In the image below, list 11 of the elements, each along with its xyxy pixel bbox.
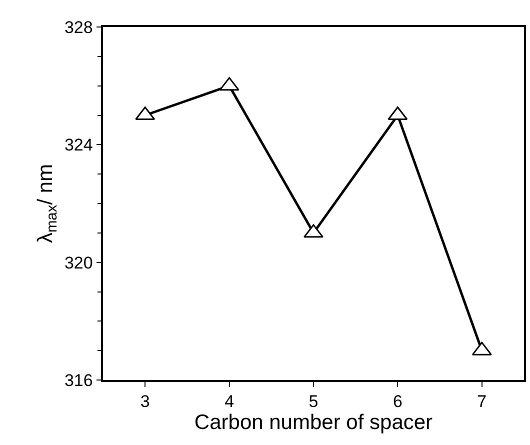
x-tick-label: 5 [308,392,318,412]
x-tick-label: 3 [140,392,150,412]
x-tick-label: 7 [477,392,487,412]
y-tick-label: 328 [64,18,93,37]
x-axis-title: Carbon number of spacer [194,411,433,434]
x-tick-label: 6 [392,392,402,412]
x-tick-label: 4 [224,392,234,412]
y-tick-label: 320 [64,253,93,272]
point [304,224,324,238]
y-tick-label: 316 [64,370,93,390]
y-tick-label: 324 [64,136,93,155]
